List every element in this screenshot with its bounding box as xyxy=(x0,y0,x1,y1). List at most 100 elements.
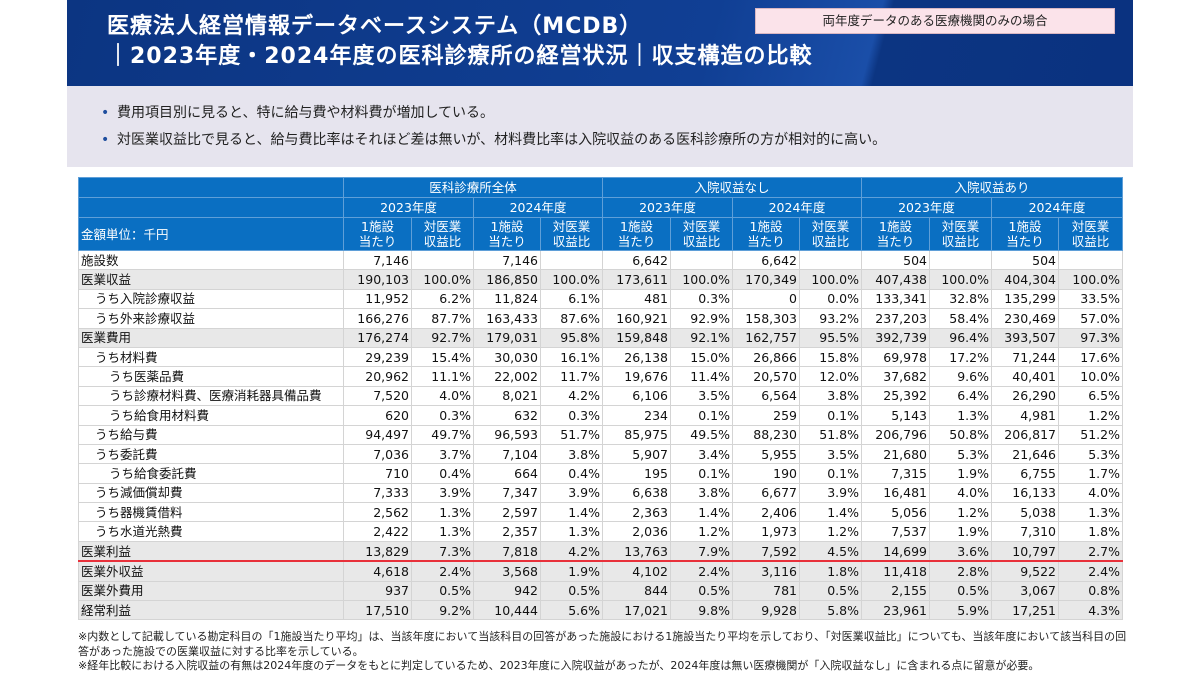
table-row: うち委託費 7,036 3.7% 7,104 3.8% 5,907 3.4% 5,955 3.5… xyxy=(78,443,1123,465)
table-cell: 57.0% xyxy=(1058,308,1123,329)
table-cell: 94,497 xyxy=(343,424,412,445)
table-cell: 88,230 xyxy=(732,424,800,445)
table-cell: 15.4% xyxy=(411,346,474,368)
table-cell: 6,564 xyxy=(732,385,800,407)
table-cell: 26,290 xyxy=(991,385,1059,407)
table-cell: 7.9% xyxy=(670,540,733,563)
table-row: うち給食委託費 710 0.4% 664 0.4% 195 0.1% 190 0.1% 7,315… xyxy=(78,463,1123,484)
table-cell: 0.5% xyxy=(670,580,733,602)
table-cell: 16,133 xyxy=(991,482,1059,504)
condition-badge: 両年度データのある医療機関のみの場合 xyxy=(755,8,1115,34)
table-cell: 0.4% xyxy=(411,463,474,484)
table-cell xyxy=(1058,249,1123,271)
col-revenue-ratio-header: 対医業 収益比 xyxy=(929,217,992,251)
table-cell: 5,955 xyxy=(732,443,800,465)
group-header: 医科診療所全体 xyxy=(343,177,603,198)
table-cell: 206,817 xyxy=(991,424,1059,445)
table-cell: 100.0% xyxy=(1058,269,1123,290)
table-cell: 17.6% xyxy=(1058,346,1123,368)
table-cell: 9,928 xyxy=(732,600,800,621)
table-cell: 133,341 xyxy=(861,288,930,310)
table-cell: 0.8% xyxy=(1058,580,1123,602)
row-label: 経常利益 xyxy=(78,600,344,621)
table-cell: 50.8% xyxy=(929,424,992,445)
table-cell: 0.5% xyxy=(929,580,992,602)
table-cell: 2.4% xyxy=(1058,560,1123,582)
table-cell: 40,401 xyxy=(991,366,1059,387)
year-header: 2023年度 xyxy=(602,197,733,218)
table-cell: 26,866 xyxy=(732,346,800,368)
table-cell: 5.9% xyxy=(929,600,992,621)
bullet-item: 費用項目別に見ると、特に給与費や材料費が増加している。 xyxy=(101,100,1133,127)
table-cell: 158,303 xyxy=(732,308,800,329)
table-cell xyxy=(411,249,474,271)
table-cell: 5,038 xyxy=(991,502,1059,523)
table-row: うち給食用材料費 620 0.3% 632 0.3% 234 0.1% 259 0.1% 5,14… xyxy=(78,405,1123,426)
table-cell: 6,642 xyxy=(732,249,800,271)
table-cell: 5,907 xyxy=(602,443,671,465)
table-cell: 2,406 xyxy=(732,502,800,523)
table-cell: 206,796 xyxy=(861,424,930,445)
table-cell: 1.2% xyxy=(1058,405,1123,426)
table-cell: 5.3% xyxy=(1058,443,1123,465)
table-cell: 33.5% xyxy=(1058,288,1123,310)
title-line-2: ｜2023年度・2024年度の医科診療所の経営状況｜収支構造の比較 xyxy=(107,44,813,69)
table-cell: 20,962 xyxy=(343,366,412,387)
table-cell: 4.3% xyxy=(1058,600,1123,621)
table-cell: 620 xyxy=(343,405,412,426)
table-cell: 71,244 xyxy=(991,346,1059,368)
table-cell: 9.8% xyxy=(670,600,733,621)
row-label: 医業収益 xyxy=(78,269,344,290)
table-cell: 100.0% xyxy=(540,269,603,290)
table-cell: 37,682 xyxy=(861,366,930,387)
table-cell: 7,036 xyxy=(343,443,412,465)
table-cell: 6,677 xyxy=(732,482,800,504)
table-cell: 20,570 xyxy=(732,366,800,387)
table-cell: 6.2% xyxy=(411,288,474,310)
col-per-facility-header: 1施設 当たり xyxy=(473,217,541,251)
table-cell: 3.8% xyxy=(799,385,862,407)
table-cell: 13,763 xyxy=(602,540,671,563)
table-cell: 2,363 xyxy=(602,502,671,523)
table-cell: 11,952 xyxy=(343,288,412,310)
table-cell: 162,757 xyxy=(732,327,800,348)
row-label: うち給食用材料費 xyxy=(78,405,344,426)
table-row: うち給与費 94,497 49.7% 96,593 51.7% 85,975 49.5% 88… xyxy=(78,424,1123,445)
row-label: うち医薬品費 xyxy=(78,366,344,387)
col-revenue-ratio-header: 対医業 収益比 xyxy=(1058,217,1123,251)
row-label: うち水道光熱費 xyxy=(78,521,344,542)
table-cell: 0 xyxy=(732,288,800,310)
table-cell: 6.1% xyxy=(540,288,603,310)
table-cell: 49.5% xyxy=(670,424,733,445)
table-cell: 10,797 xyxy=(991,540,1059,563)
table-cell: 5.6% xyxy=(540,600,603,621)
row-label: 医業外費用 xyxy=(78,580,344,602)
table-cell: 942 xyxy=(473,580,541,602)
table-cell: 0.1% xyxy=(670,405,733,426)
year-header: 2024年度 xyxy=(473,197,603,218)
table-cell: 1.9% xyxy=(929,463,992,484)
table-cell: 2,357 xyxy=(473,521,541,542)
table-cell: 0.3% xyxy=(411,405,474,426)
table-cell: 7,146 xyxy=(343,249,412,271)
table-cell xyxy=(540,249,603,271)
header-blank xyxy=(78,177,344,198)
year-header: 2024年度 xyxy=(991,197,1123,218)
table-cell: 15.0% xyxy=(670,346,733,368)
header-banner: 医療法人経営情報データベースシステム（MCDB） ｜2023年度・2024年度の… xyxy=(67,0,1133,86)
table-cell: 11.1% xyxy=(411,366,474,387)
summary-bullets: 費用項目別に見ると、特に給与費や材料費が増加している。 対医業収益比で見ると、給… xyxy=(67,86,1133,167)
table-row: うち医薬品費 20,962 11.1% 22,002 11.7% 19,676 11.4% 2… xyxy=(78,366,1123,387)
table-cell: 173,611 xyxy=(602,269,671,290)
table-cell: 0.1% xyxy=(799,463,862,484)
table-cell: 29,239 xyxy=(343,346,412,368)
table-cell: 190,103 xyxy=(343,269,412,290)
table-cell: 504 xyxy=(861,249,930,271)
table-cell: 11,418 xyxy=(861,560,930,582)
table-row: うち診療材料費、医療消耗器具備品費 7,520 4.0% 8,021 4.2% 6,106… xyxy=(78,385,1123,407)
table-cell: 22,002 xyxy=(473,366,541,387)
table-cell: 11,824 xyxy=(473,288,541,310)
table-cell xyxy=(670,249,733,271)
table-cell: 7,520 xyxy=(343,385,412,407)
table-cell: 3.5% xyxy=(670,385,733,407)
